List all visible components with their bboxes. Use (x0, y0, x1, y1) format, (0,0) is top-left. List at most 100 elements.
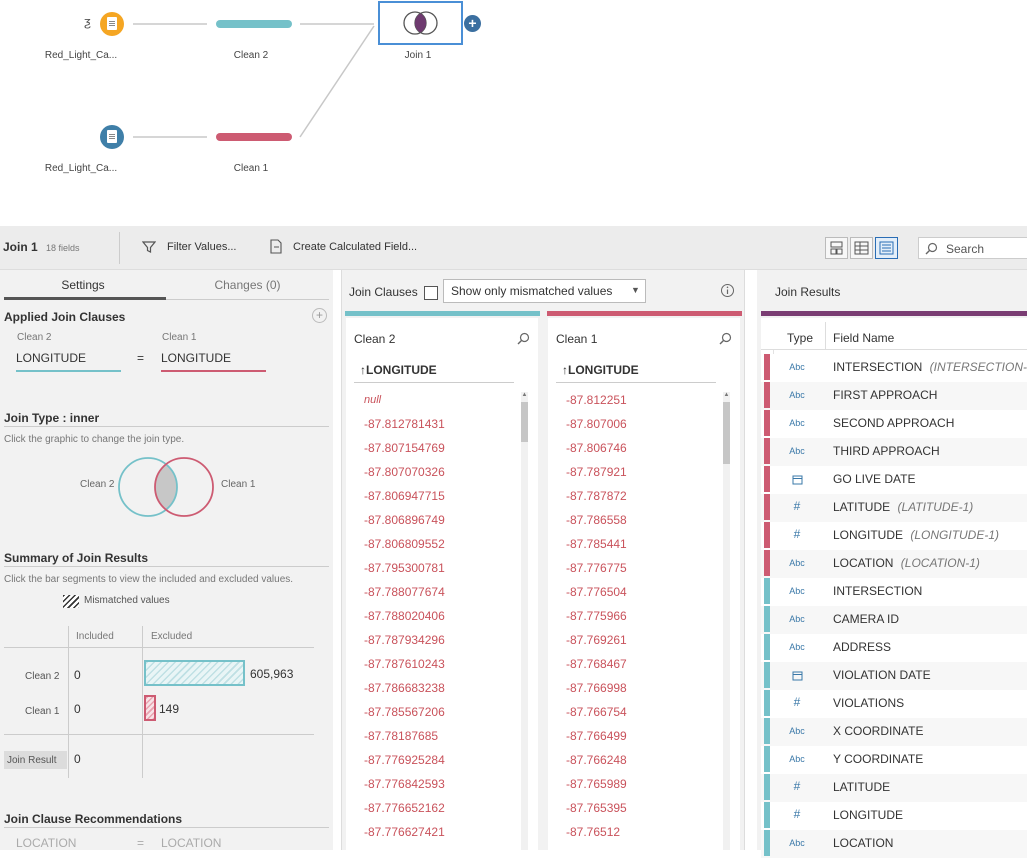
clean-step-label[interactable]: Clean 2 (233, 50, 269, 61)
join-value[interactable]: -87.788077674 (364, 585, 445, 599)
excluded-bar-segment[interactable] (144, 660, 245, 686)
join-value[interactable]: -87.768467 (566, 657, 627, 671)
number-type-icon[interactable]: # (793, 527, 801, 541)
excluded-bar-segment[interactable] (144, 695, 156, 721)
number-type-icon[interactable]: # (793, 779, 801, 793)
add-step-button[interactable]: + (464, 15, 481, 32)
field-name[interactable]: LATITUDE (LATITUDE-1) (833, 500, 973, 514)
number-type-icon[interactable]: # (793, 807, 801, 821)
result-field-row[interactable]: Abc THIRD APPROACH (761, 438, 1027, 466)
add-clause-button[interactable]: + (312, 308, 327, 323)
number-type-icon[interactable]: # (793, 695, 801, 709)
join-value[interactable]: null (364, 394, 382, 406)
result-field-row[interactable]: Abc INTERSECTION (INTERSECTION-... (761, 354, 1027, 382)
field-name[interactable]: INTERSECTION (INTERSECTION-... (833, 360, 1027, 374)
result-field-row[interactable]: Abc FIRST APPROACH (761, 382, 1027, 410)
join-value[interactable]: -87.787934296 (364, 633, 445, 647)
clean-step-bar[interactable] (216, 133, 292, 141)
join-value[interactable]: -87.775966 (566, 609, 627, 623)
field-name[interactable]: LOCATION (833, 836, 893, 850)
result-field-row[interactable]: # LONGITUDE (LONGITUDE-1) (761, 522, 1027, 550)
join-value[interactable]: -87.812251 (566, 393, 627, 407)
join-step-label[interactable]: Join 1 (404, 50, 432, 61)
join-value[interactable]: -87.807154769 (364, 441, 445, 455)
field-name[interactable]: THIRD APPROACH (833, 444, 940, 458)
source-input-icon[interactable] (100, 125, 124, 149)
join-value[interactable]: -87.776925284 (364, 753, 445, 767)
join-value[interactable]: -87.785441 (566, 537, 627, 551)
string-type-icon[interactable]: Abc (789, 614, 805, 624)
date-type-icon[interactable] (787, 670, 807, 683)
filter-icon[interactable] (142, 240, 156, 254)
recommend-left-field[interactable]: LOCATION (16, 836, 77, 850)
join-value[interactable]: -87.786683238 (364, 681, 445, 695)
result-field-row[interactable]: Abc LOCATION (LOCATION-1) (761, 550, 1027, 578)
number-type-icon[interactable]: # (793, 499, 801, 513)
field-name-column-header[interactable]: Field Name (833, 331, 895, 345)
search-field[interactable]: Search (918, 237, 1027, 259)
clean-step-bar[interactable] (216, 20, 292, 28)
type-column-header[interactable]: Type (787, 331, 814, 345)
join-value[interactable]: -87.766754 (566, 705, 627, 719)
date-type-icon[interactable] (787, 474, 807, 487)
column-field-name[interactable]: ↑LONGITUDE (360, 363, 437, 377)
scrollbar[interactable]: ▲ (521, 392, 528, 850)
recommend-right-field[interactable]: LOCATION (161, 836, 222, 850)
string-type-icon[interactable]: Abc (789, 418, 805, 428)
join-value[interactable]: -87.78187685 (364, 729, 439, 743)
string-type-icon[interactable]: Abc (789, 446, 805, 456)
string-type-icon[interactable]: Abc (789, 838, 805, 848)
string-type-icon[interactable]: Abc (789, 586, 805, 596)
result-field-row[interactable]: # LATITUDE (761, 774, 1027, 802)
string-type-icon[interactable]: Abc (789, 642, 805, 652)
join-value[interactable]: -87.787872 (566, 489, 627, 503)
source-input-icon[interactable] (100, 12, 124, 36)
view-cards-button[interactable] (825, 237, 848, 259)
result-field-row[interactable]: # VIOLATIONS (761, 690, 1027, 718)
field-name[interactable]: INTERSECTION (833, 584, 922, 598)
source-label[interactable]: Red_Light_Ca... (44, 50, 118, 61)
field-name[interactable]: X COORDINATE (833, 724, 923, 738)
source-label[interactable]: Red_Light_Ca... (44, 163, 118, 174)
scrollbar-thumb[interactable] (723, 402, 730, 464)
info-icon[interactable] (720, 283, 735, 298)
result-field-row[interactable]: # LATITUDE (LATITUDE-1) (761, 494, 1027, 522)
join-type-venn-diagram[interactable] (112, 454, 222, 522)
join-value[interactable]: -87.765395 (566, 801, 627, 815)
mismatch-checkbox[interactable] (424, 286, 438, 300)
result-field-row[interactable]: # LONGITUDE (761, 802, 1027, 830)
join-value[interactable]: -87.787610243 (364, 657, 445, 671)
join-value[interactable]: -87.785567206 (364, 705, 445, 719)
clause-operator[interactable]: = (137, 351, 145, 365)
join-value[interactable]: -87.766998 (566, 681, 627, 695)
join-value[interactable]: -87.812781431 (364, 417, 445, 431)
result-field-row[interactable]: Abc ADDRESS (761, 634, 1027, 662)
join-value[interactable]: -87.769261 (566, 633, 627, 647)
result-field-row[interactable]: Abc LOCATION (761, 830, 1027, 858)
string-type-icon[interactable]: Abc (789, 754, 805, 764)
summary-row-included[interactable]: 0 (74, 668, 81, 682)
field-name[interactable]: Y COORDINATE (833, 752, 923, 766)
result-field-row[interactable]: VIOLATION DATE (761, 662, 1027, 690)
result-field-row[interactable]: Abc Y COORDINATE (761, 746, 1027, 774)
view-list-button[interactable] (875, 237, 898, 259)
summary-row-included[interactable]: 0 (74, 702, 81, 716)
field-name[interactable]: LATITUDE (833, 780, 890, 794)
clause-right-field[interactable]: LONGITUDE (161, 351, 232, 365)
tab-settings[interactable]: Settings (61, 278, 105, 292)
search-icon[interactable] (517, 332, 530, 345)
calculated-field-icon[interactable] (269, 239, 283, 255)
clean-step-label[interactable]: Clean 1 (233, 163, 269, 174)
join-value[interactable]: -87.806746 (566, 441, 627, 455)
join-value[interactable]: -87.776775 (566, 561, 627, 575)
filter-values-button[interactable]: Filter Values... (167, 241, 237, 253)
join-value[interactable]: -87.766248 (566, 753, 627, 767)
result-field-row[interactable]: Abc SECOND APPROACH (761, 410, 1027, 438)
join-value[interactable]: -87.776627421 (364, 825, 445, 839)
result-field-row[interactable]: Abc INTERSECTION (761, 578, 1027, 606)
result-field-row[interactable]: Abc CAMERA ID (761, 606, 1027, 634)
column-field-name[interactable]: ↑LONGITUDE (562, 363, 639, 377)
join-value[interactable]: -87.806809552 (364, 537, 445, 551)
field-name[interactable]: ADDRESS (833, 640, 891, 654)
field-name[interactable]: GO LIVE DATE (833, 472, 915, 486)
